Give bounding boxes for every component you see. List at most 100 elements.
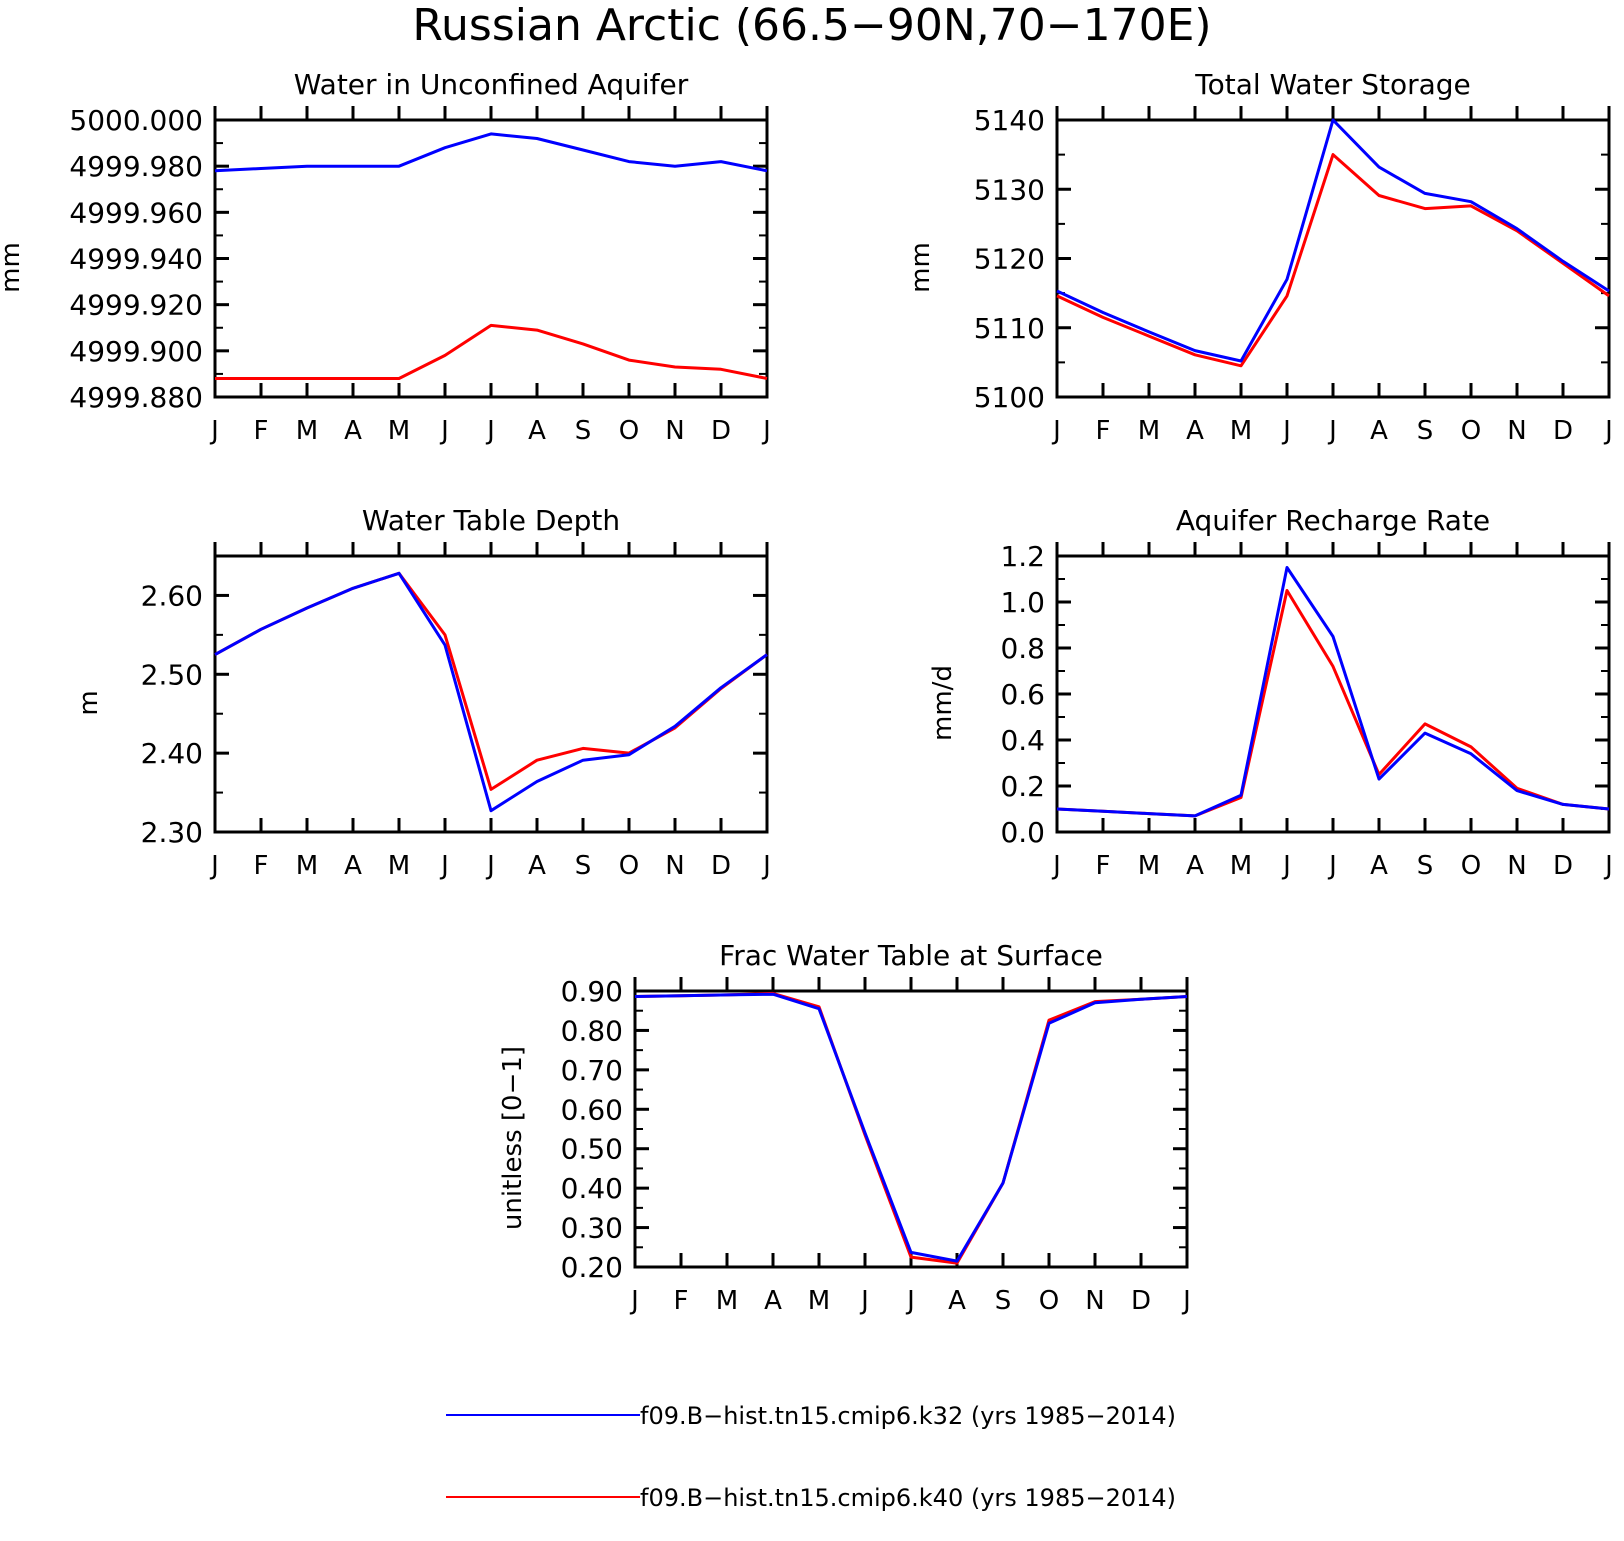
chart-panel-5: Frac Water Table at Surface unitless [0−1… [498, 939, 1191, 1316]
x-tick-label: M [296, 851, 318, 881]
series-line-k40 [214, 571, 768, 791]
x-tick-label: S [575, 851, 592, 881]
series-line-k32 [634, 992, 1188, 1263]
y-tick-label: 5140 [974, 104, 1045, 137]
x-tick-label: D [711, 851, 731, 881]
x-tick-label: J [1051, 851, 1061, 881]
x-tick-label: A [528, 851, 546, 881]
x-tick-label: J [905, 1286, 915, 1316]
x-tick-label: J [1603, 416, 1613, 446]
x-tick-label: N [665, 416, 684, 446]
x-tick-label: J [1603, 851, 1613, 881]
x-tick-label: J [439, 851, 449, 881]
x-tick-label: A [528, 416, 546, 446]
series-line-k32 [214, 571, 768, 813]
y-tick-label: 2.60 [141, 579, 203, 612]
y-tick-label: 0.90 [561, 975, 623, 1008]
x-tick-label: M [1230, 851, 1252, 881]
y-axis-label: mm/d [928, 665, 958, 741]
x-tick-label: F [1096, 851, 1111, 881]
y-tick-label: 4999.960 [69, 196, 203, 229]
x-tick-label: M [388, 851, 410, 881]
x-tick-label: J [629, 1286, 639, 1316]
x-tick-label: J [439, 416, 449, 446]
x-tick-label: M [388, 416, 410, 446]
plot-frame [633, 989, 1189, 1269]
legend-label-k32: f09.B−hist.tn15.cmip6.k32 (yrs 1985−2014… [640, 1402, 1176, 1430]
y-axis-label: mm [0, 242, 26, 293]
series-line-k40 [1056, 153, 1610, 368]
y-tick-label: 4999.940 [69, 243, 203, 276]
legend: f09.B−hist.tn15.cmip6.k32 (yrs 1985−2014… [446, 1402, 1176, 1512]
y-tick-label: 2.30 [141, 816, 203, 849]
x-tick-label: D [1131, 1286, 1151, 1316]
plot-frame [1055, 118, 1611, 399]
panel-title: Water Table Depth [362, 504, 620, 537]
x-tick-label: J [761, 416, 771, 446]
y-tick-label: 5120 [974, 243, 1045, 276]
y-tick-label: 0.0 [1000, 816, 1045, 849]
x-tick-label: A [1186, 851, 1204, 881]
x-tick-label: S [575, 416, 592, 446]
x-tick-label: J [1281, 416, 1291, 446]
y-tick-label: 2.50 [141, 658, 203, 691]
x-tick-label: J [209, 851, 219, 881]
x-tick-label: A [764, 1286, 782, 1316]
series-line-k32 [1056, 118, 1610, 363]
y-tick-label: 5000.000 [69, 104, 203, 137]
x-tick-label: S [1417, 416, 1434, 446]
y-tick-label: 1.0 [1000, 586, 1045, 619]
y-tick-label: 5100 [974, 381, 1045, 414]
x-tick-label: S [1417, 851, 1434, 881]
y-axis-label: mm [906, 242, 936, 293]
x-tick-label: A [1370, 851, 1388, 881]
x-tick-label: F [674, 1286, 689, 1316]
x-tick-label: F [254, 416, 269, 446]
y-tick-label: 4999.980 [69, 150, 203, 183]
figure-title: Russian Arctic (66.5−90N,70−170E) [412, 0, 1211, 51]
x-tick-label: J [1281, 851, 1291, 881]
y-tick-label: 0.60 [561, 1093, 623, 1126]
x-tick-label: S [995, 1286, 1012, 1316]
x-tick-label: N [1507, 416, 1526, 446]
x-tick-label: A [344, 416, 362, 446]
y-tick-label: 1.2 [1000, 540, 1045, 573]
y-axis-label: m [74, 690, 104, 715]
x-tick-label: J [859, 1286, 869, 1316]
x-tick-label: N [1085, 1286, 1104, 1316]
y-tick-label: 0.6 [1000, 678, 1045, 711]
y-tick-label: 0.20 [561, 1251, 623, 1284]
x-tick-label: A [1370, 416, 1388, 446]
panel-title: Aquifer Recharge Rate [1176, 504, 1490, 537]
x-tick-label: M [296, 416, 318, 446]
x-tick-label: A [1186, 416, 1204, 446]
y-tick-label: 2.40 [141, 737, 203, 770]
x-tick-label: J [209, 416, 219, 446]
panel-title: Frac Water Table at Surface [719, 939, 1103, 972]
x-tick-label: J [1327, 416, 1337, 446]
x-tick-label: J [1051, 416, 1061, 446]
x-tick-label: O [1461, 851, 1481, 881]
y-tick-label: 4999.900 [69, 335, 203, 368]
y-tick-label: 0.40 [561, 1172, 623, 1205]
y-tick-label: 5110 [974, 312, 1045, 345]
x-tick-label: D [1553, 851, 1573, 881]
x-tick-label: D [711, 416, 731, 446]
series-line-k32 [214, 132, 768, 173]
x-tick-label: J [761, 851, 771, 881]
x-tick-label: O [619, 416, 639, 446]
x-tick-label: M [1230, 416, 1252, 446]
x-tick-label: J [1181, 1286, 1191, 1316]
x-tick-label: D [1553, 416, 1573, 446]
x-tick-label: O [1461, 416, 1481, 446]
y-tick-label: 0.70 [561, 1054, 623, 1087]
x-tick-label: J [1327, 851, 1337, 881]
x-tick-label: F [254, 851, 269, 881]
y-tick-label: 0.80 [561, 1014, 623, 1047]
x-tick-label: M [1138, 851, 1160, 881]
y-tick-label: 0.8 [1000, 632, 1045, 665]
